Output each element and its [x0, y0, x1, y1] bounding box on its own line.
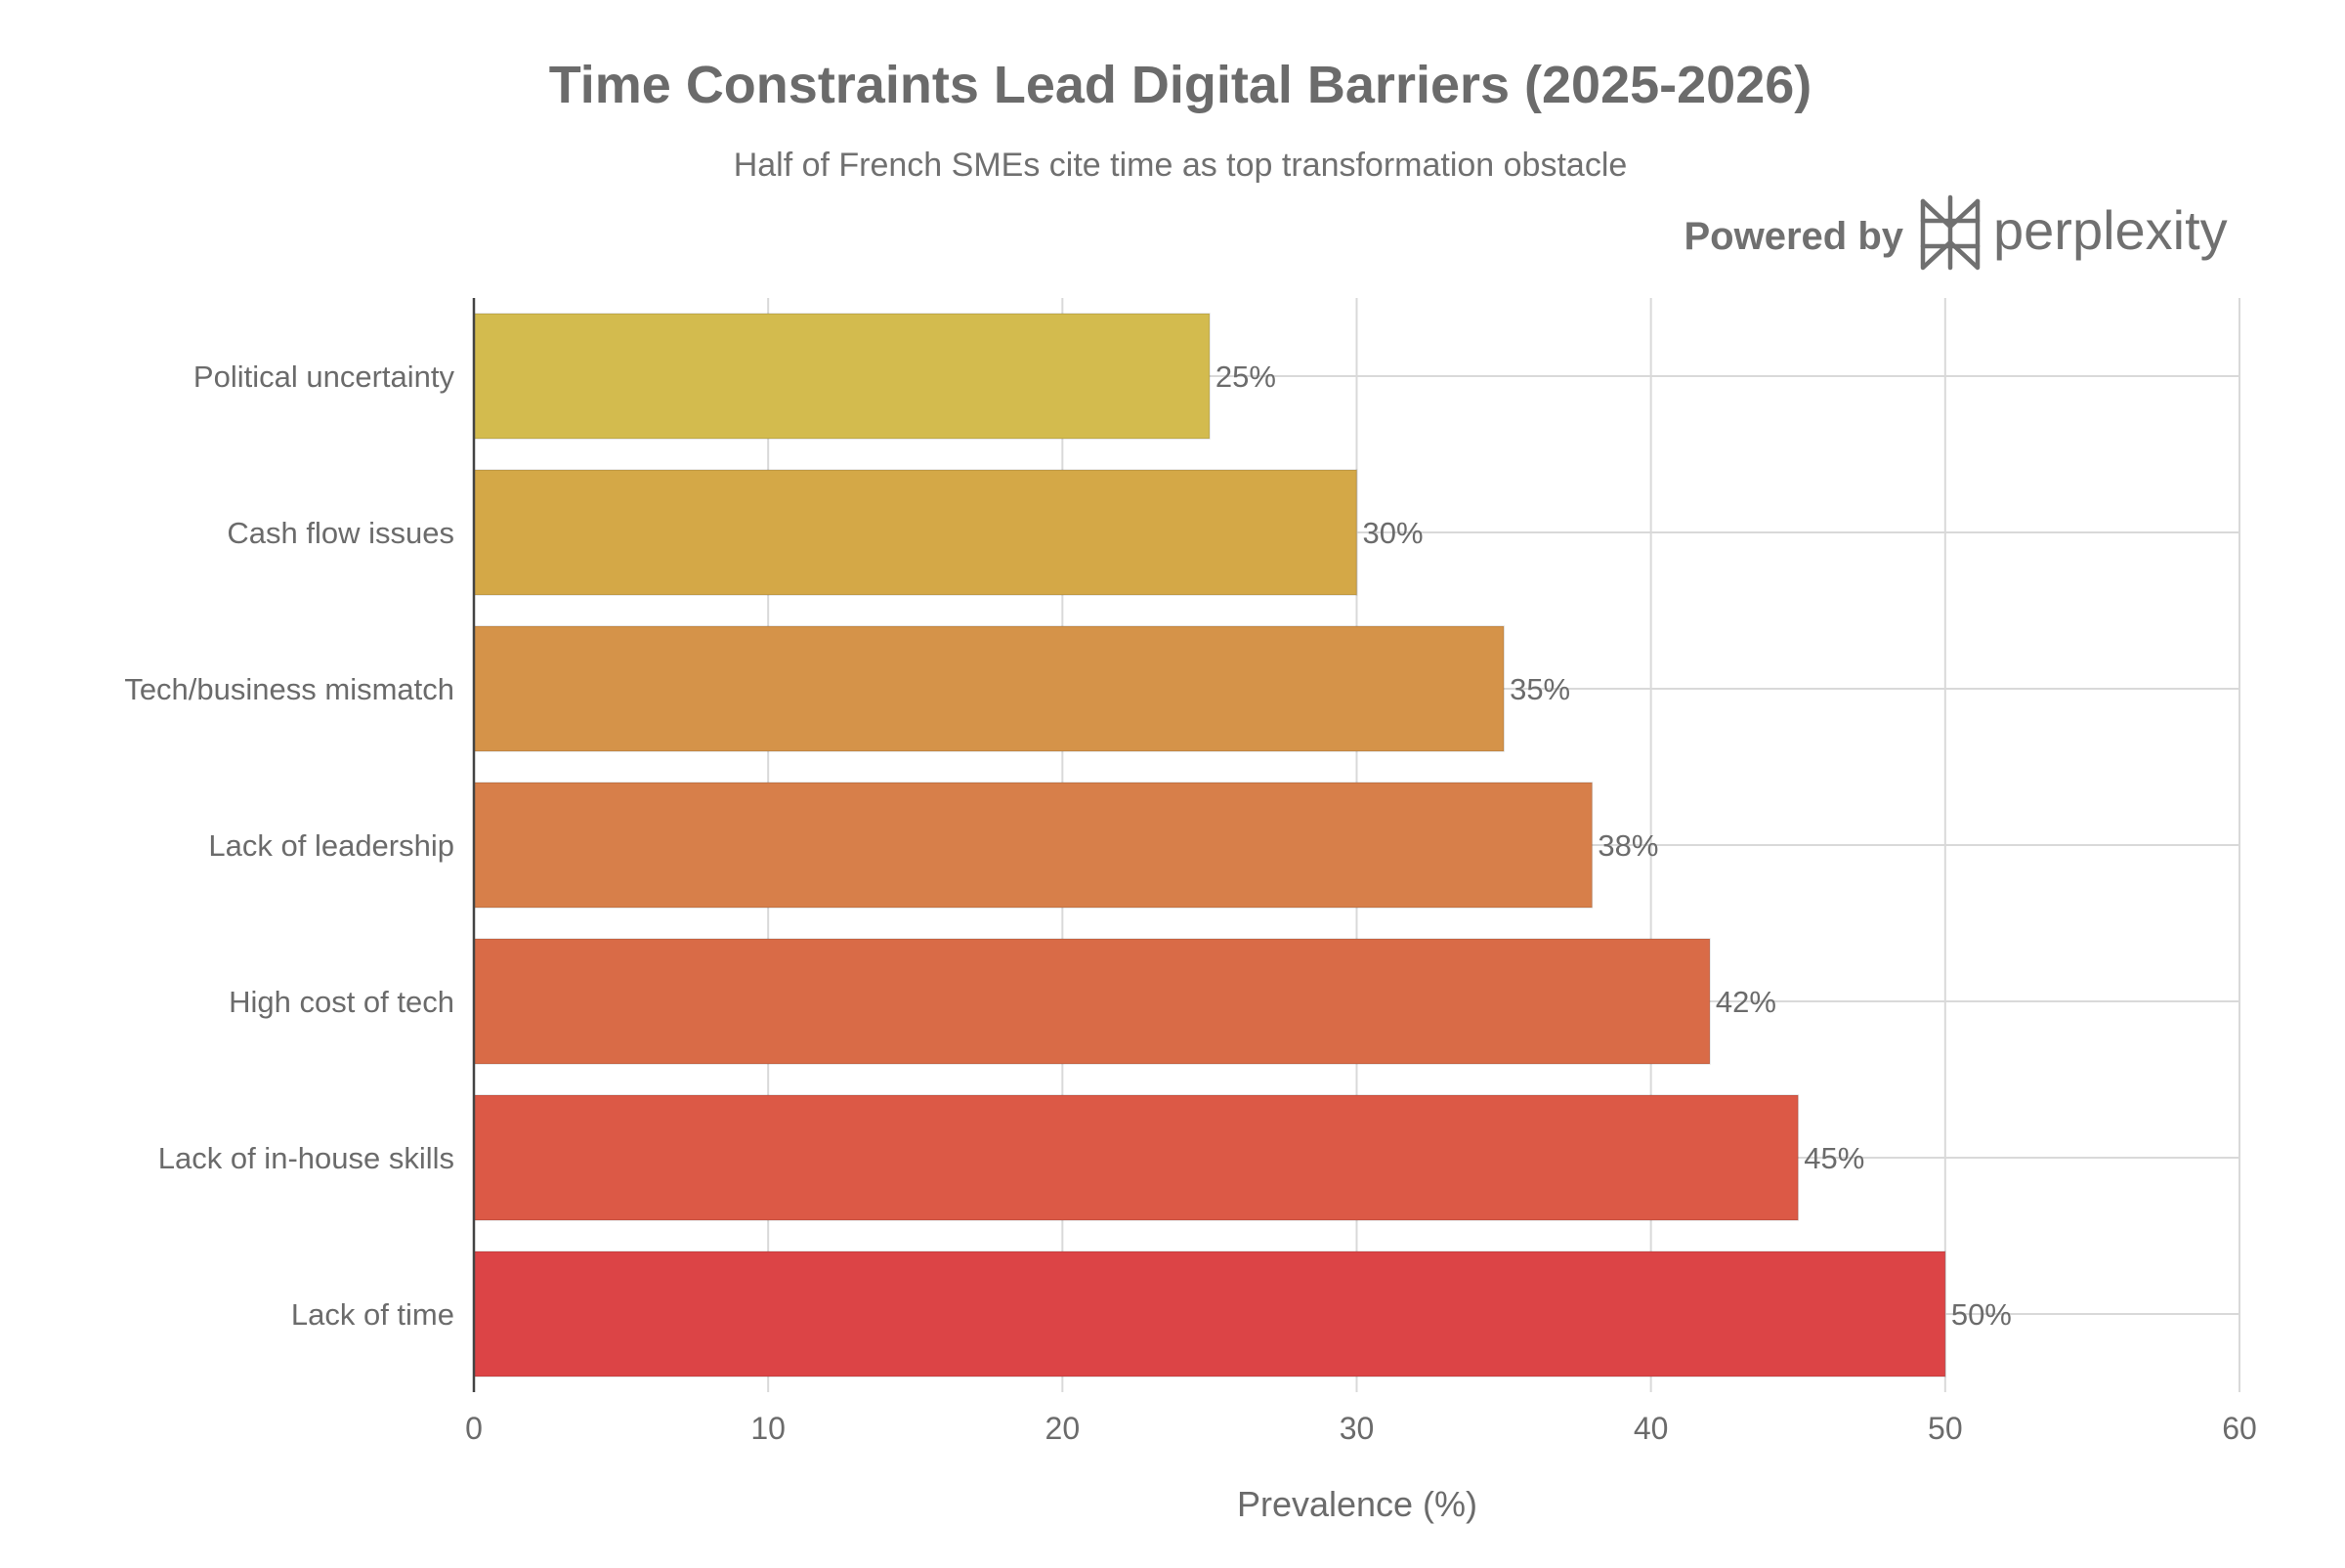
y-category-label: Lack of in-house skills [158, 1141, 454, 1175]
y-category-label: Political uncertainty [193, 360, 455, 394]
bar [474, 1251, 1945, 1377]
chart-subtitle: Half of French SMEs cite time as top tra… [734, 147, 1628, 184]
bar [474, 783, 1592, 908]
x-tick-label: 30 [1340, 1411, 1375, 1446]
bar [474, 1095, 1798, 1220]
x-tick-label: 40 [1634, 1411, 1669, 1446]
x-tick-label: 50 [1928, 1411, 1963, 1446]
x-tick-label: 0 [465, 1411, 483, 1446]
y-category-label: Cash flow issues [227, 516, 454, 550]
bar-chart: Time Constraints Lead Digital Barriers (… [0, 0, 2345, 1563]
perplexity-logo-icon [1923, 197, 1978, 268]
chart-title: Time Constraints Lead Digital Barriers (… [549, 56, 1812, 114]
bar-value-label: 35% [1510, 672, 1570, 706]
perplexity-brand-name: perplexity [1993, 199, 2228, 261]
y-axis-category-labels: Political uncertainty Cash flow issues Tec… [124, 360, 454, 1332]
bar-value-label: 50% [1951, 1297, 2012, 1332]
x-tick-label: 60 [2222, 1411, 2257, 1446]
bar-value-label: 42% [1716, 985, 1776, 1019]
powered-by-label: Powered by [1684, 215, 1903, 258]
x-axis-title: Prevalence (%) [1237, 1484, 1477, 1524]
y-category-label: Lack of time [291, 1297, 454, 1332]
bar [474, 939, 1710, 1064]
bar-value-label: 25% [1215, 360, 1276, 394]
y-category-label: Tech/business mismatch [124, 672, 454, 706]
x-tick-label: 10 [750, 1411, 786, 1446]
bar [474, 314, 1210, 439]
bar-value-label: 30% [1363, 516, 1424, 550]
bar [474, 470, 1357, 595]
bar-value-label: 45% [1804, 1141, 1864, 1175]
bar [474, 626, 1504, 751]
y-category-label: High cost of tech [229, 985, 454, 1019]
x-tick-label: 20 [1045, 1411, 1081, 1446]
chart-container: Time Constraints Lead Digital Barriers (… [0, 0, 2345, 1563]
bar-value-label: 38% [1598, 828, 1658, 863]
y-category-label: Lack of leadership [208, 828, 454, 863]
x-axis-tick-labels: 0 10 20 30 40 50 60 [465, 1411, 2257, 1446]
